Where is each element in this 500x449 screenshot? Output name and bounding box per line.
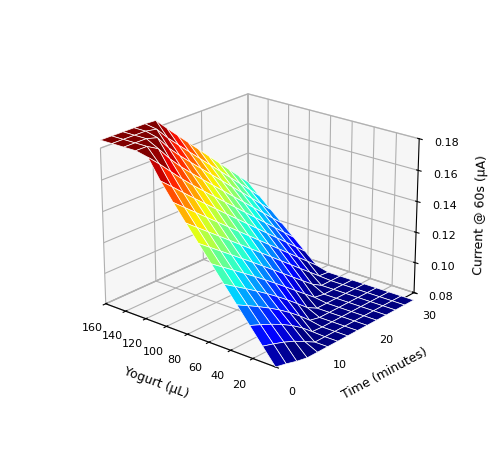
X-axis label: Yogurt (μL): Yogurt (μL): [122, 365, 190, 401]
Y-axis label: Time (minutes): Time (minutes): [340, 345, 430, 402]
